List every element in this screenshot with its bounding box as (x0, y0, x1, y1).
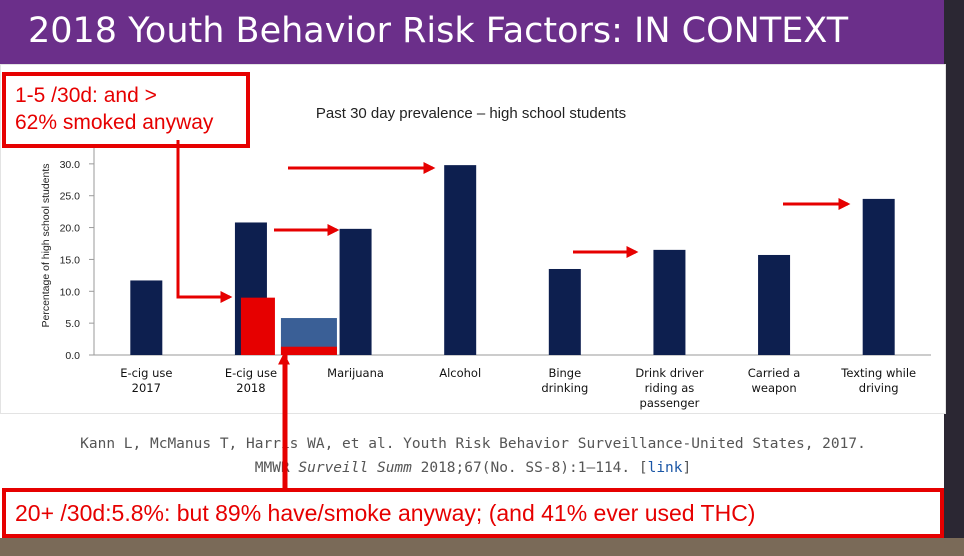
bar-2 (339, 228, 372, 355)
y-tick-label: 20.0 (60, 223, 81, 235)
y-tick-label: 30.0 (60, 159, 81, 171)
bar-5 (653, 249, 686, 355)
citation: Kann L, McManus T, Harris WA, et al. You… (0, 432, 946, 480)
bar-chart: Past 30 day prevalence – high school stu… (40, 105, 931, 410)
citation-journal-italic: Surveill Summ (298, 460, 412, 476)
overlay-1-5-days (240, 297, 275, 355)
x-tick-label: driving (859, 381, 899, 395)
citation-volume: 2018;67(No. SS-8):1–114. [ (411, 460, 648, 476)
y-tick-label: 0.0 (65, 350, 80, 362)
title-bar: 2018 Youth Behavior Risk Factors: IN CON… (0, 0, 964, 64)
x-tick-label: Binge (548, 366, 581, 380)
y-tick-label: 10.0 (60, 286, 81, 298)
callout-top: 1-5 /30d: and > 62% smoked anyway (2, 72, 250, 148)
x-tick-label: Alcohol (439, 366, 481, 380)
bar-6 (758, 254, 791, 355)
window-edge (944, 0, 964, 556)
y-tick-label: 25.0 (60, 191, 81, 203)
x-tick-label: E-cig use (120, 366, 172, 380)
x-tick-label: weapon (751, 381, 796, 395)
overlay-smoke-anyway (280, 346, 337, 355)
slide-title: 2018 Youth Behavior Risk Factors: IN CON… (28, 11, 849, 51)
y-tick-label: 5.0 (65, 318, 80, 330)
citation-journal: MMWR (254, 460, 299, 476)
citation-link[interactable]: link (647, 460, 683, 476)
callout-top-line-1: 1-5 /30d: and > (15, 84, 157, 107)
callout-bottom: 20+ /30d:5.8%: but 89% have/smoke anyway… (2, 488, 944, 538)
callout-top-line-2: 62% smoked anyway (15, 111, 214, 134)
x-tick-label: drinking (541, 381, 588, 395)
x-tick-label: 2017 (132, 381, 161, 395)
x-tick-label: 2018 (236, 381, 265, 395)
citation-bracket: ] (682, 460, 692, 476)
x-tick-label: Marijuana (327, 366, 384, 380)
x-tick-label: Drink driver (635, 366, 703, 380)
y-axis-label: Percentage of high school students (40, 163, 52, 327)
chart-title: Past 30 day prevalence – high school stu… (316, 105, 626, 122)
citation-line-1: Kann L, McManus T, Harris WA, et al. You… (80, 436, 866, 452)
bar-3 (444, 165, 477, 355)
citation-line-2: MMWR Surveill Summ 2018;67(No. SS-8):1–1… (0, 456, 946, 480)
x-tick-label: Texting while (840, 366, 916, 380)
x-tick-label: passenger (640, 396, 700, 410)
bottom-strip (0, 538, 964, 556)
bar-4 (548, 268, 581, 355)
x-tick-label: E-cig use (225, 366, 277, 380)
x-tick-label: riding as (645, 381, 695, 395)
bar-0 (130, 280, 163, 355)
bar-7 (862, 198, 895, 355)
x-tick-label: Carried a (748, 366, 801, 380)
y-tick-label: 15.0 (60, 254, 81, 266)
